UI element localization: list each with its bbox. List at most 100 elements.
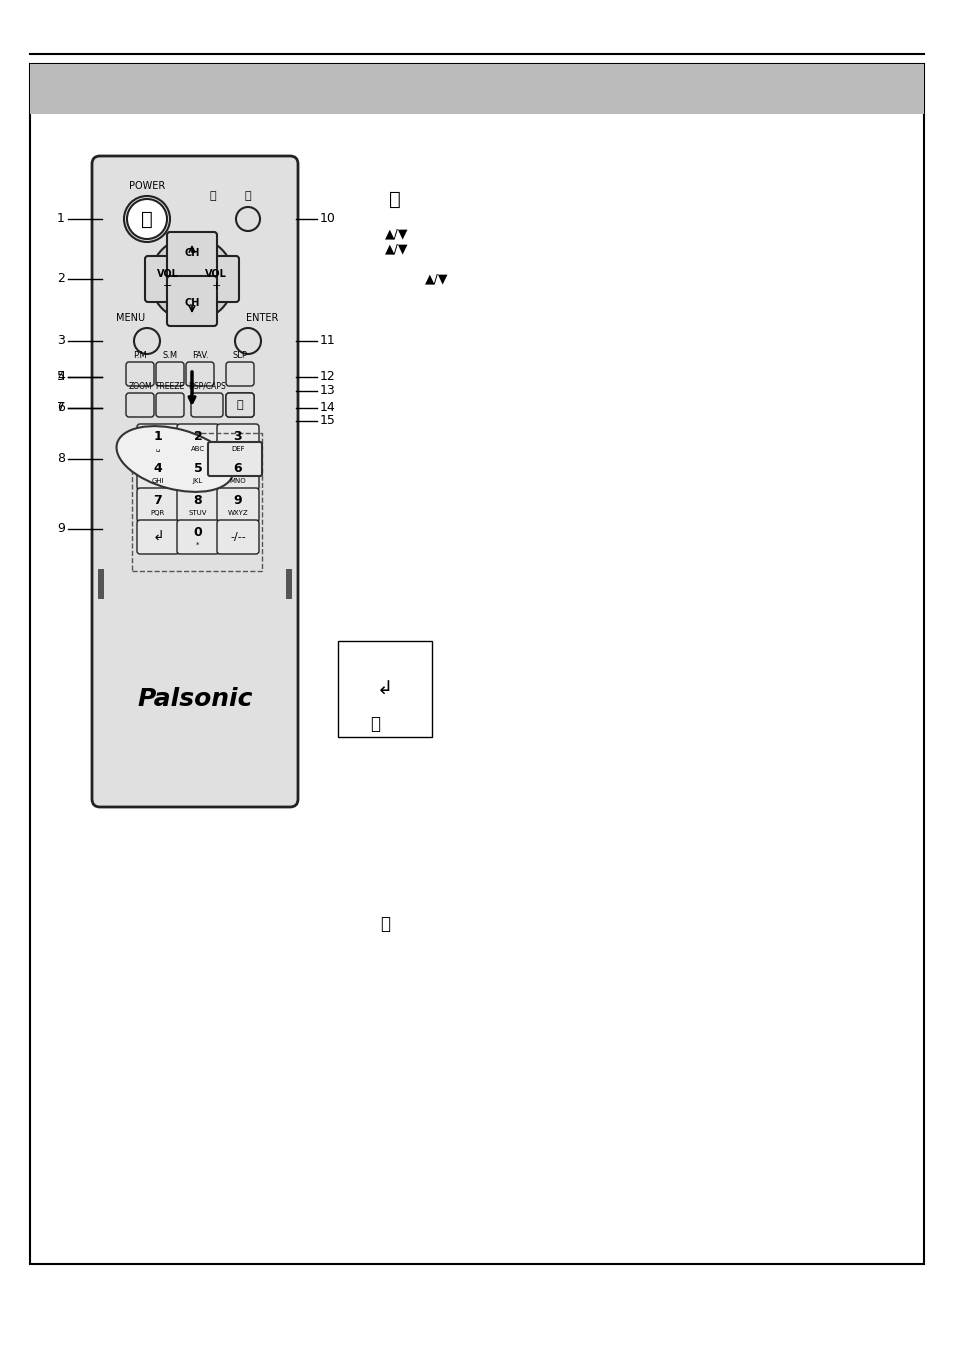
Text: 2: 2 xyxy=(57,272,65,286)
Text: 🔇: 🔇 xyxy=(370,715,379,733)
Text: MNO: MNO xyxy=(230,478,246,484)
Text: 9: 9 xyxy=(233,495,242,507)
Text: STUV: STUV xyxy=(189,510,207,517)
Text: 6: 6 xyxy=(233,463,242,475)
FancyBboxPatch shape xyxy=(137,456,179,490)
Circle shape xyxy=(127,200,167,239)
Text: 2: 2 xyxy=(193,430,202,444)
Text: ▲/▼: ▲/▼ xyxy=(424,272,448,286)
Text: 7: 7 xyxy=(153,495,162,507)
Text: 0: 0 xyxy=(193,526,202,540)
Text: SLP: SLP xyxy=(233,351,247,360)
Text: 🔇: 🔇 xyxy=(244,192,251,201)
Text: FREEZE: FREEZE xyxy=(155,382,185,391)
Text: POWER: POWER xyxy=(129,181,165,192)
Circle shape xyxy=(235,206,260,231)
FancyBboxPatch shape xyxy=(156,393,184,417)
FancyBboxPatch shape xyxy=(226,393,253,417)
Text: 6: 6 xyxy=(57,402,65,414)
FancyBboxPatch shape xyxy=(30,63,923,1264)
FancyBboxPatch shape xyxy=(186,362,213,386)
FancyBboxPatch shape xyxy=(177,519,219,554)
Text: ⏻: ⏻ xyxy=(389,189,400,209)
Bar xyxy=(98,569,104,599)
Ellipse shape xyxy=(116,426,233,492)
Text: ZOOM: ZOOM xyxy=(128,382,152,391)
Circle shape xyxy=(133,328,160,353)
Text: ↲: ↲ xyxy=(376,680,393,699)
Text: PQR: PQR xyxy=(151,510,165,517)
FancyBboxPatch shape xyxy=(91,156,297,807)
Circle shape xyxy=(150,237,233,321)
Text: VOL: VOL xyxy=(157,268,179,279)
Text: ⏻: ⏻ xyxy=(141,209,152,228)
Bar xyxy=(286,569,292,599)
Text: Ⓢ: Ⓢ xyxy=(379,915,390,934)
FancyBboxPatch shape xyxy=(189,256,239,302)
Text: 13: 13 xyxy=(319,384,335,398)
FancyBboxPatch shape xyxy=(226,393,253,417)
Text: 12: 12 xyxy=(319,371,335,383)
Text: 3: 3 xyxy=(233,430,242,444)
Text: MENU: MENU xyxy=(116,313,146,322)
FancyBboxPatch shape xyxy=(126,362,153,386)
Text: DSP/CAPS: DSP/CAPS xyxy=(188,382,226,391)
FancyBboxPatch shape xyxy=(216,456,258,490)
Text: 1: 1 xyxy=(57,213,65,225)
Text: ENTER: ENTER xyxy=(246,313,278,322)
Text: P.M: P.M xyxy=(133,351,147,360)
Bar xyxy=(30,63,923,115)
FancyBboxPatch shape xyxy=(177,456,219,490)
FancyBboxPatch shape xyxy=(137,519,179,554)
Text: 5: 5 xyxy=(57,371,65,383)
Text: −: − xyxy=(163,281,172,291)
Text: 8: 8 xyxy=(57,452,65,465)
FancyBboxPatch shape xyxy=(156,362,184,386)
FancyBboxPatch shape xyxy=(191,393,223,417)
FancyBboxPatch shape xyxy=(177,488,219,522)
FancyBboxPatch shape xyxy=(137,488,179,522)
Text: 4: 4 xyxy=(153,463,162,475)
FancyBboxPatch shape xyxy=(216,488,258,522)
FancyBboxPatch shape xyxy=(145,256,194,302)
Text: CH: CH xyxy=(184,248,199,258)
FancyBboxPatch shape xyxy=(167,277,216,326)
Text: -/--: -/-- xyxy=(230,532,246,542)
Circle shape xyxy=(124,196,170,241)
FancyBboxPatch shape xyxy=(226,362,253,386)
Circle shape xyxy=(234,328,261,353)
Text: 14: 14 xyxy=(319,402,335,414)
Text: GHI: GHI xyxy=(152,478,164,484)
Text: S.M: S.M xyxy=(162,351,177,360)
FancyBboxPatch shape xyxy=(126,393,153,417)
Text: 7: 7 xyxy=(57,402,65,414)
Text: +: + xyxy=(212,281,220,291)
Text: ▲/▼: ▲/▼ xyxy=(385,228,408,240)
Text: *: * xyxy=(196,542,199,548)
Text: 15: 15 xyxy=(319,414,335,428)
Text: 11: 11 xyxy=(319,335,335,348)
Text: CH: CH xyxy=(184,298,199,308)
Text: ↲: ↲ xyxy=(152,530,164,544)
FancyBboxPatch shape xyxy=(208,442,262,476)
Text: JKL: JKL xyxy=(193,478,203,484)
Text: 8: 8 xyxy=(193,495,202,507)
FancyBboxPatch shape xyxy=(177,424,219,459)
Text: VOL: VOL xyxy=(205,268,227,279)
Text: 5: 5 xyxy=(193,463,202,475)
Text: DEF: DEF xyxy=(231,447,245,452)
Text: Palsonic: Palsonic xyxy=(137,687,253,711)
Text: 3: 3 xyxy=(57,335,65,348)
FancyBboxPatch shape xyxy=(167,232,216,282)
Text: Ⓢ: Ⓢ xyxy=(236,401,243,410)
Text: ▲/▼: ▲/▼ xyxy=(385,243,408,255)
Text: ␣: ␣ xyxy=(155,447,160,452)
Text: 1: 1 xyxy=(153,430,162,444)
Text: FAV.: FAV. xyxy=(192,351,208,360)
Text: ABC: ABC xyxy=(191,447,205,452)
Text: 9: 9 xyxy=(57,522,65,536)
Text: 4: 4 xyxy=(57,371,65,383)
Text: 10: 10 xyxy=(319,213,335,225)
FancyBboxPatch shape xyxy=(216,519,258,554)
Text: WXYZ: WXYZ xyxy=(228,510,248,517)
